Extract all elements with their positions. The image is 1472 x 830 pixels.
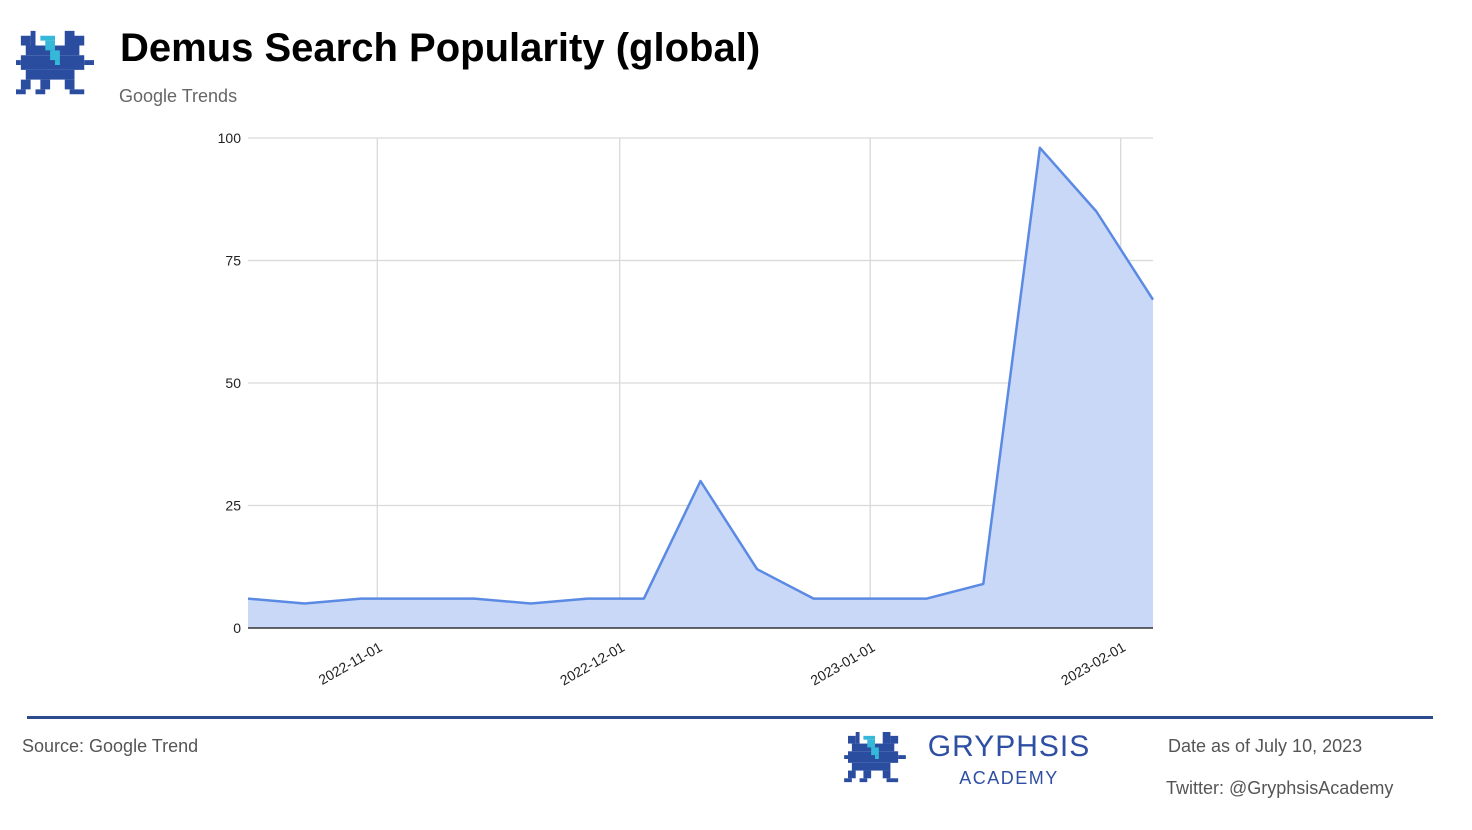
page-subtitle: Google Trends: [119, 86, 238, 106]
y-tick-label: 0: [233, 620, 241, 636]
y-tick-label: 75: [225, 253, 241, 269]
gryphon-logo-icon: [16, 30, 94, 95]
y-tick-label: 100: [218, 130, 242, 146]
y-tick-label: 50: [225, 375, 241, 391]
page-title: Demus Search Popularity (global): [120, 26, 761, 70]
x-tick-label: 2023-02-01: [1058, 639, 1128, 689]
search-popularity-chart: 0 25 50 75 100 2022-11-01 2022-12-01 2023-01-01…: [218, 130, 1155, 689]
y-tick-label: 25: [225, 498, 241, 514]
brand-subtitle: ACADEMY: [959, 768, 1059, 788]
brand-name: GRYPHSIS: [927, 730, 1091, 763]
x-tick-label: 2022-11-01: [316, 639, 385, 688]
series-line: [247, 146, 1155, 605]
date-note: Date as of July 10, 2023: [1168, 736, 1363, 756]
source-note: Source: Google Trend: [22, 736, 199, 756]
x-tick-label: 2022-12-01: [557, 639, 627, 689]
footer-divider: [27, 716, 1433, 719]
gryphon-logo-icon: [844, 732, 906, 783]
twitter-handle: Twitter: @GryphsisAcademy: [1166, 778, 1394, 798]
series-area: [248, 147, 1153, 629]
x-tick-label: 2023-01-01: [808, 639, 878, 689]
